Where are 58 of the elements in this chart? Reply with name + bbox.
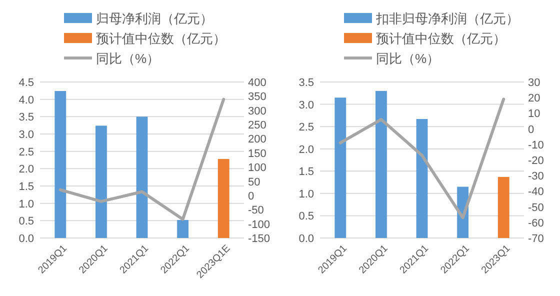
y2-tick-label: 50 [248, 176, 260, 188]
y2-tick-label: -20 [528, 155, 544, 167]
y2-tick-label: -60 [528, 217, 544, 230]
y2-tick-label: -50 [528, 202, 544, 214]
y-tick-label: 4.5 [18, 77, 34, 89]
y-tick-label: 0.0 [298, 233, 314, 245]
legend-label: 预计值中位数（亿元） [376, 31, 506, 46]
legend-label: 预计值中位数（亿元） [96, 31, 226, 46]
y-tick-label: 2.0 [298, 144, 314, 156]
y-tick-label: 0.5 [18, 216, 34, 228]
y-tick-label: 1.0 [18, 198, 34, 210]
y2-tick-label: -50 [248, 204, 264, 217]
legend-label: 同比（%） [376, 51, 440, 66]
y2-tick-label: 300 [248, 105, 266, 118]
y2-tick-label: 30 [528, 77, 540, 89]
y-tick-label: 3.0 [18, 129, 34, 141]
y-tick-label: 2.0 [18, 164, 34, 176]
y2-tick-label: 400 [248, 77, 266, 89]
bar [375, 90, 387, 238]
bar [498, 176, 510, 238]
y-tick-label: 3.0 [298, 99, 314, 112]
bar [416, 118, 428, 238]
y2-tick-label: 350 [248, 91, 266, 104]
y-tick-label: 2.5 [298, 122, 314, 134]
y2-tick-label: -40 [528, 186, 544, 198]
bar [54, 91, 66, 238]
y2-tick-label: -10 [528, 139, 544, 152]
y-tick-label: 3.5 [298, 77, 314, 89]
y2-tick-label: -70 [528, 233, 544, 245]
y-tick-label: 4.0 [18, 94, 34, 106]
y-tick-label: 1.5 [18, 181, 34, 193]
legend-label: 同比（%） [96, 51, 160, 66]
bar [334, 98, 346, 238]
bar [177, 220, 189, 238]
y2-tick-label: 250 [248, 120, 266, 132]
y2-tick-label: 0 [248, 190, 254, 202]
y2-tick-label: 10 [528, 108, 540, 120]
legend-label: 扣非归母净利润（亿元） [375, 11, 519, 26]
y-tick-label: 0.0 [18, 233, 34, 245]
line-series [338, 98, 506, 220]
bar [218, 158, 230, 238]
y-tick-label: 1.0 [298, 188, 314, 200]
line-series [58, 98, 226, 221]
y2-tick-label: 20 [528, 92, 540, 105]
y2-tick-label: 100 [248, 162, 266, 174]
legend-label: 归母净利润（亿元） [96, 11, 213, 26]
y-tick-label: 2.5 [18, 146, 34, 158]
y2-tick-label: -150 [248, 233, 270, 245]
y2-tick-label: -30 [528, 170, 544, 183]
y2-tick-label: 150 [248, 148, 266, 160]
y2-tick-label: -100 [248, 218, 270, 231]
y-tick-label: 3.5 [18, 112, 34, 124]
y2-tick-label: 200 [248, 134, 266, 146]
bar [136, 116, 148, 238]
y-tick-label: 1.5 [298, 166, 314, 178]
bar [95, 126, 107, 238]
y2-tick-label: 0 [528, 124, 534, 136]
y-tick-label: 0.5 [298, 210, 314, 223]
